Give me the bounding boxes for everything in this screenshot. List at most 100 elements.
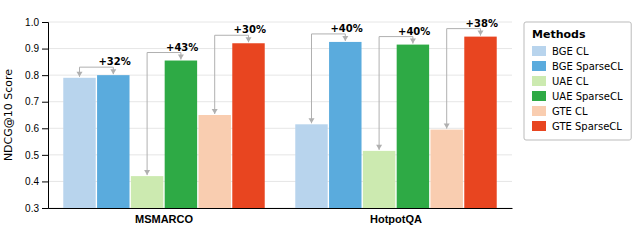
bracket-line bbox=[147, 53, 181, 176]
y-tick: 0.5 bbox=[25, 150, 48, 161]
bracket-line bbox=[379, 37, 413, 150]
y-tick-mark bbox=[42, 208, 48, 209]
bracket-line bbox=[79, 67, 113, 77]
y-tick-label: 0.4 bbox=[25, 176, 39, 187]
bracket-arrow bbox=[212, 109, 218, 114]
y-tick-label: 0.6 bbox=[25, 123, 39, 134]
y-tick: 0.6 bbox=[25, 123, 48, 134]
y-tick-label: 0.7 bbox=[25, 96, 39, 107]
x-tick-label: HotpotQA bbox=[370, 213, 422, 225]
bracket bbox=[144, 53, 184, 176]
bar bbox=[97, 75, 129, 208]
bracket bbox=[76, 67, 116, 77]
y-tick-mark bbox=[42, 155, 48, 156]
legend-frame bbox=[524, 22, 631, 140]
bar bbox=[232, 43, 264, 208]
legend-item: BGE CL bbox=[532, 46, 589, 57]
annotation-label: +40% bbox=[398, 26, 430, 37]
bar bbox=[397, 45, 429, 208]
legend-label: UAE SparseCL bbox=[552, 91, 623, 102]
bracket-arrow bbox=[444, 124, 450, 129]
bar bbox=[198, 115, 230, 208]
legend-swatch bbox=[532, 61, 546, 71]
y-tick: 1.0 bbox=[25, 17, 48, 28]
bracket-arrow bbox=[110, 69, 116, 74]
y-tick-label: 0.9 bbox=[25, 43, 39, 54]
annotation-label: +43% bbox=[166, 42, 198, 53]
annotation-label: +40% bbox=[330, 23, 362, 34]
y-tick-mark bbox=[42, 128, 48, 129]
y-tick-mark bbox=[42, 181, 48, 182]
bracket-arrow bbox=[342, 36, 348, 41]
bracket bbox=[376, 37, 416, 150]
annotation-label: +38% bbox=[466, 18, 498, 29]
y-tick-label: 0.3 bbox=[25, 203, 39, 214]
annotation-label: +30% bbox=[234, 24, 266, 35]
legend-swatch bbox=[532, 91, 546, 101]
legend-label: BGE CL bbox=[552, 46, 589, 57]
y-tick-mark bbox=[42, 75, 48, 76]
bracket-line bbox=[447, 29, 481, 129]
annotation-label: +32% bbox=[98, 56, 130, 67]
legend-item: UAE SparseCL bbox=[532, 91, 623, 102]
grid-line bbox=[48, 48, 512, 49]
bar bbox=[165, 61, 197, 208]
y-tick-mark bbox=[42, 22, 48, 23]
grid bbox=[48, 22, 512, 208]
y-axis-line bbox=[42, 23, 49, 209]
legend-label: GTE SparseCL bbox=[552, 121, 622, 132]
legend-item: GTE SparseCL bbox=[532, 121, 622, 132]
bar bbox=[63, 78, 95, 208]
y-tick-label: 0.8 bbox=[25, 70, 39, 81]
bar bbox=[464, 37, 496, 208]
y-tick-mark bbox=[42, 102, 48, 103]
bar bbox=[329, 42, 361, 208]
bracket-line bbox=[311, 34, 345, 123]
y-tick-mark bbox=[42, 49, 48, 50]
legend: Methods BGE CL BGE SparseCL UAE CL UAE Spars… bbox=[524, 22, 631, 140]
y-axis-title: NDCG@10 Score bbox=[2, 69, 15, 161]
bar bbox=[295, 124, 327, 208]
legend-swatch bbox=[532, 46, 546, 56]
bracket-arrow bbox=[178, 55, 184, 60]
bracket-arrow bbox=[76, 72, 82, 77]
bar-series bbox=[232, 37, 496, 208]
y-tick: 0.9 bbox=[25, 43, 48, 54]
bracket bbox=[308, 34, 348, 123]
bracket-arrow bbox=[410, 39, 416, 44]
annotation-labels: +32% +43% +30% +40% +40% +38% bbox=[98, 18, 498, 68]
y-tick: 0.4 bbox=[25, 176, 48, 187]
bar bbox=[430, 130, 462, 208]
x-tick: HotpotQA bbox=[370, 208, 422, 225]
bracket-arrow bbox=[246, 37, 252, 42]
bar bbox=[363, 151, 395, 208]
bar-series bbox=[97, 42, 361, 208]
bracket bbox=[444, 29, 484, 129]
legend-item: GTE CL bbox=[532, 106, 588, 117]
legend-swatch bbox=[532, 106, 546, 116]
legend-item: BGE SparseCL bbox=[532, 61, 623, 72]
bracket-line bbox=[215, 35, 249, 114]
y-tick: 0.3 bbox=[25, 203, 48, 214]
bar-series bbox=[165, 45, 429, 208]
bracket-arrow bbox=[478, 31, 484, 36]
legend-item: UAE CL bbox=[532, 76, 589, 87]
legend-label: GTE CL bbox=[552, 106, 588, 117]
y-axis: 0.3 0.4 0.5 0.6 0.7 0.8 0.9 1.0 bbox=[25, 17, 48, 214]
grid-line bbox=[48, 22, 512, 23]
bar bbox=[131, 176, 163, 208]
y-tick-label: 0.5 bbox=[25, 150, 39, 161]
bracket-arrow bbox=[308, 118, 314, 123]
y-tick: 0.8 bbox=[25, 70, 48, 81]
bracket bbox=[212, 35, 252, 114]
legend-label: BGE SparseCL bbox=[552, 61, 623, 72]
y-tick-label: 1.0 bbox=[25, 17, 39, 28]
x-tick-label: MSMARCO bbox=[135, 213, 193, 225]
legend-title: Methods bbox=[532, 28, 586, 41]
plot: +32%+43%+30%+40%+40%+38%0.30.40.50.60.70… bbox=[25, 17, 512, 225]
x-axis-line bbox=[49, 208, 513, 209]
bars bbox=[63, 29, 496, 208]
bracket-arrow bbox=[376, 145, 382, 150]
x-tick: MSMARCO bbox=[135, 208, 193, 225]
bracket-arrow bbox=[144, 170, 150, 175]
